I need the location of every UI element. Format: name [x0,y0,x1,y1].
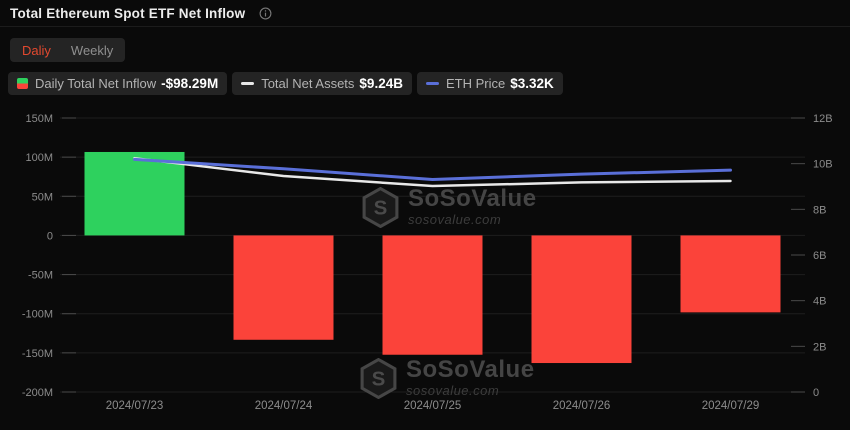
right-axis-label: 12B [813,113,833,125]
left-axis-label: -100M [22,309,53,321]
x-axis-label: 2024/07/25 [404,400,462,412]
tab-weekly[interactable]: Weekly [70,42,114,58]
inflow-bar-2024/07/24[interactable] [233,235,334,340]
right-axis-label: 2B [813,341,826,353]
legend-value-eth-price: $3.32K [510,76,554,91]
left-axis-label: -150M [22,348,53,360]
legend-item-total-net-assets[interactable]: Total Net Assets $9.24B [232,72,412,95]
titlebar: Total Ethereum Spot ETF Net Inflow [0,0,850,27]
legend-label-eth-price: ETH Price [445,76,506,91]
left-axis-label: 0 [47,230,53,242]
info-icon[interactable] [259,7,272,20]
legend-value-total-net-assets: $9.24B [359,76,403,91]
legend-label-daily-net-inflow: Daily Total Net Inflow [35,76,157,91]
tab-daily[interactable]: Daliy [22,42,51,58]
x-axis-label: 2024/07/26 [553,400,611,412]
green-red-bar-swatch-icon [17,78,28,89]
left-axis-label: 100M [25,152,53,164]
left-axis-label: -50M [28,270,53,282]
chart-legend: Daily Total Net Inflow -$98.29M Total Ne… [8,72,563,95]
left-axis-label: 50M [32,191,53,203]
x-axis-label: 2024/07/24 [255,400,313,412]
inflow-bar-2024/07/25[interactable] [382,235,483,355]
right-axis-label: 10B [813,159,833,171]
white-line-swatch-icon [241,82,255,85]
legend-item-eth-price[interactable]: ETH Price $3.32K [416,72,563,95]
inflow-bar-2024/07/23[interactable] [84,151,185,236]
right-axis-label: 4B [813,296,826,308]
total-net-assets-line [133,156,732,188]
left-axis-label: -200M [22,387,53,399]
period-tabs: Daliy Weekly [10,38,126,62]
legend-label-total-net-assets: Total Net Assets [261,76,355,91]
right-axis-label: 8B [813,204,826,216]
right-axis-label: 0 [813,387,819,399]
x-axis-label: 2024/07/23 [106,400,164,412]
legend-value-daily-net-inflow: -$98.29M [161,76,219,91]
inflow-bar-2024/07/29[interactable] [680,235,781,313]
eth-price-line [133,157,732,181]
x-axis-label: 2024/07/29 [702,400,760,412]
page-title: Total Ethereum Spot ETF Net Inflow [10,5,246,21]
right-axis-label: 6B [813,250,826,262]
blue-line-swatch-icon [425,82,439,85]
legend-item-daily-net-inflow[interactable]: Daily Total Net Inflow -$98.29M [8,72,228,95]
left-axis-label: 150M [25,113,53,125]
inflow-bar-2024/07/26[interactable] [531,235,632,364]
